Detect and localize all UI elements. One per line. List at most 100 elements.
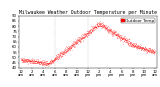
Point — [24, 59, 27, 60]
Point — [79, 39, 81, 41]
Point — [49, 61, 51, 62]
Point — [62, 52, 65, 53]
Point — [50, 63, 52, 64]
Point — [53, 60, 56, 61]
Point — [129, 43, 132, 45]
Point — [84, 35, 87, 36]
Point — [87, 31, 90, 32]
Point — [77, 40, 80, 41]
Point — [53, 56, 56, 58]
Point — [42, 59, 44, 61]
Point — [147, 52, 150, 53]
Point — [68, 46, 71, 47]
Point — [64, 50, 67, 51]
Point — [78, 37, 81, 38]
Point — [57, 54, 60, 56]
Point — [51, 61, 54, 62]
Point — [24, 59, 26, 61]
Point — [67, 48, 70, 49]
Point — [33, 60, 35, 61]
Point — [105, 27, 108, 29]
Point — [108, 32, 110, 33]
Point — [35, 60, 38, 62]
Point — [72, 41, 75, 42]
Point — [85, 35, 88, 37]
Point — [102, 25, 105, 26]
Point — [79, 41, 81, 42]
Point — [64, 51, 66, 52]
Point — [23, 58, 25, 60]
Point — [82, 36, 84, 37]
Point — [126, 43, 129, 44]
Point — [62, 54, 64, 55]
Point — [113, 31, 115, 33]
Point — [48, 62, 51, 63]
Point — [45, 62, 48, 63]
Point — [121, 38, 124, 39]
Point — [72, 45, 74, 46]
Point — [67, 47, 69, 49]
Point — [131, 42, 134, 43]
Point — [37, 62, 40, 63]
Point — [89, 34, 91, 35]
Point — [55, 60, 58, 62]
Point — [24, 58, 27, 60]
Point — [49, 63, 51, 64]
Point — [55, 58, 58, 59]
Point — [90, 29, 93, 30]
Point — [94, 26, 96, 28]
Point — [152, 54, 155, 55]
Point — [86, 32, 89, 33]
Point — [21, 60, 23, 61]
Point — [115, 33, 118, 35]
Point — [108, 29, 111, 31]
Point — [147, 50, 150, 52]
Point — [47, 63, 49, 64]
Point — [52, 62, 55, 63]
Point — [75, 42, 77, 44]
Point — [151, 51, 153, 52]
Point — [77, 39, 80, 40]
Point — [20, 59, 23, 61]
Point — [79, 39, 82, 40]
Point — [101, 26, 103, 28]
Point — [147, 47, 150, 49]
Point — [80, 35, 83, 37]
Point — [47, 64, 49, 65]
Point — [98, 23, 101, 25]
Point — [144, 47, 146, 48]
Point — [65, 50, 68, 52]
Point — [67, 47, 70, 49]
Point — [32, 61, 35, 62]
Point — [107, 28, 109, 29]
Point — [80, 38, 82, 40]
Point — [119, 37, 122, 39]
Point — [98, 24, 100, 25]
Point — [50, 58, 52, 59]
Point — [102, 24, 105, 26]
Point — [123, 38, 125, 39]
Point — [29, 60, 32, 62]
Point — [115, 31, 118, 33]
Point — [130, 45, 132, 46]
Point — [104, 26, 107, 28]
Point — [112, 35, 114, 37]
Point — [134, 45, 137, 47]
Point — [45, 61, 48, 63]
Point — [46, 62, 48, 63]
Point — [109, 29, 111, 31]
Point — [40, 59, 43, 60]
Point — [79, 35, 82, 37]
Point — [43, 64, 46, 65]
Point — [151, 51, 154, 52]
Point — [100, 22, 103, 23]
Point — [89, 31, 92, 33]
Point — [52, 59, 55, 60]
Point — [76, 40, 78, 42]
Point — [67, 49, 69, 50]
Point — [116, 36, 118, 37]
Point — [70, 43, 73, 44]
Point — [110, 32, 113, 33]
Point — [73, 42, 76, 44]
Point — [107, 29, 110, 30]
